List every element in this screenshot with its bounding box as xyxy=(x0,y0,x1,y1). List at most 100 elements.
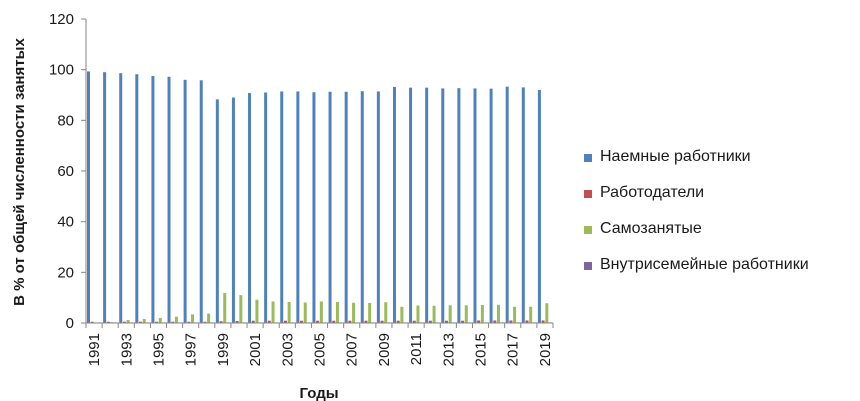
bar-hired-workers-2009 xyxy=(376,91,380,323)
bar-self-employed-2014 xyxy=(464,305,468,323)
bar-self-employed-2015 xyxy=(480,305,484,323)
x-tick-label-2011: 2011 xyxy=(408,333,425,365)
legend-item-family-workers: Внутрисемейные работники xyxy=(582,256,860,292)
legend-label-employers: Работодатели xyxy=(600,184,705,201)
bar-hired-workers-1992 xyxy=(103,72,107,323)
bar-employers-1991 xyxy=(90,321,94,323)
bar-group-2018 xyxy=(521,87,536,324)
bar-group-2007 xyxy=(344,91,359,324)
bar-hired-workers-1997 xyxy=(183,79,187,323)
bar-group-2002 xyxy=(264,92,279,323)
legend-label-family-workers: Внутрисемейные работники xyxy=(600,256,809,273)
bar-group-2003 xyxy=(280,91,295,323)
bar-employers-2003 xyxy=(283,320,287,323)
bar-hired-workers-2018 xyxy=(521,87,525,324)
bar-employers-2001 xyxy=(251,320,255,323)
bar-group-2008 xyxy=(360,91,375,323)
bar-group-2000 xyxy=(231,97,247,323)
bar-self-employed-1999 xyxy=(223,293,227,323)
bar-employers-2019 xyxy=(541,320,545,323)
bar-self-employed-2002 xyxy=(271,301,275,323)
y-tick-labels: 0 20 40 60 80 100 120 xyxy=(49,11,86,332)
bar-self-employed-2016 xyxy=(496,304,500,323)
bar-self-employed-2004 xyxy=(303,302,307,323)
bar-hired-workers-2019 xyxy=(537,89,541,324)
bar-hired-workers-1998 xyxy=(199,80,203,323)
bar-hired-workers-2003 xyxy=(280,91,284,323)
bar-employers-2004 xyxy=(300,320,304,323)
legend-item-self-employed: Самозанятые xyxy=(582,220,860,256)
bar-group-1992 xyxy=(103,72,118,323)
legend-label-self-employed: Самозанятые xyxy=(600,220,702,237)
x-tick-label-2005: 2005 xyxy=(312,333,329,366)
bar-group-1993 xyxy=(119,73,134,324)
x-tick-label-1999: 1999 xyxy=(215,333,232,366)
y-tick-label-60: 60 xyxy=(57,163,74,180)
x-tick-label-2013: 2013 xyxy=(440,333,457,366)
bar-group-2019 xyxy=(537,89,552,324)
bar-hired-workers-2014 xyxy=(457,88,461,323)
legend-swatch-family-workers xyxy=(584,262,592,270)
bar-employers-2008 xyxy=(364,320,368,323)
bar-employers-2011 xyxy=(412,320,416,323)
bar-employers-1994 xyxy=(139,321,143,323)
plot-area xyxy=(87,71,552,324)
bar-employers-2002 xyxy=(267,320,271,323)
bar-self-employed-1995 xyxy=(158,317,162,323)
bar-employers-2014 xyxy=(461,320,465,323)
x-tick-label-1997: 1997 xyxy=(183,333,200,366)
bar-hired-workers-2017 xyxy=(505,86,509,323)
bar-group-2015 xyxy=(473,88,488,323)
bar-group-2006 xyxy=(328,91,343,324)
legend-swatch-hired-workers xyxy=(584,154,592,162)
bar-hired-workers-2004 xyxy=(296,91,300,323)
legend-item-hired-workers: Наемные работники xyxy=(582,148,860,184)
bar-employers-2013 xyxy=(444,320,448,323)
bar-self-employed-2008 xyxy=(368,302,372,323)
bar-employers-2015 xyxy=(477,320,481,323)
bar-employers-2017 xyxy=(509,320,513,323)
bar-group-2016 xyxy=(489,88,504,323)
bar-self-employed-2007 xyxy=(352,302,356,323)
x-tick-label-2007: 2007 xyxy=(344,333,361,366)
bar-employers-2016 xyxy=(493,320,497,323)
bar-self-employed-1997 xyxy=(191,314,195,323)
x-tick-label-2019: 2019 xyxy=(537,333,554,366)
bar-group-2001 xyxy=(248,92,263,323)
bar-self-employed-2009 xyxy=(384,302,388,323)
bar-group-2004 xyxy=(296,91,311,323)
bar-employers-2010 xyxy=(396,320,400,323)
legend-label-hired-workers: Наемные работники xyxy=(600,148,751,165)
bar-group-2012 xyxy=(425,87,440,324)
bar-employers-1993 xyxy=(122,321,126,323)
y-axis-title: В % от общей численности занятых xyxy=(11,38,28,306)
bar-employers-2009 xyxy=(380,320,384,323)
bar-group-2011 xyxy=(409,87,424,324)
bar-self-employed-2017 xyxy=(513,306,517,323)
bar-self-employed-2000 xyxy=(239,295,243,323)
bar-group-1996 xyxy=(167,76,182,323)
bar-hired-workers-2013 xyxy=(441,88,445,323)
x-tick-label-2001: 2001 xyxy=(247,333,264,366)
legend-item-employers: Работодатели xyxy=(582,184,860,220)
x-tick-label-1995: 1995 xyxy=(150,333,167,366)
bar-hired-workers-1999 xyxy=(215,99,219,323)
bar-group-1997 xyxy=(183,79,198,323)
bar-employers-1999 xyxy=(219,321,223,323)
bar-self-employed-1998 xyxy=(207,313,211,323)
bar-employers-1995 xyxy=(155,321,159,323)
bar-hired-workers-2006 xyxy=(328,91,332,324)
bar-group-2009 xyxy=(376,91,391,323)
x-tick-label-1993: 1993 xyxy=(118,333,135,366)
bar-employers-2005 xyxy=(316,320,320,323)
bar-hired-workers-2001 xyxy=(248,92,252,323)
bar-employers-1992 xyxy=(106,321,110,323)
y-tick-label-0: 0 xyxy=(66,315,74,332)
legend-swatch-self-employed xyxy=(584,226,592,234)
y-tick-label-40: 40 xyxy=(57,214,74,231)
bar-employers-2007 xyxy=(348,320,352,323)
bar-group-1998 xyxy=(199,80,214,323)
bar-employers-2006 xyxy=(332,320,336,323)
x-tick-label-1991: 1991 xyxy=(86,333,103,366)
